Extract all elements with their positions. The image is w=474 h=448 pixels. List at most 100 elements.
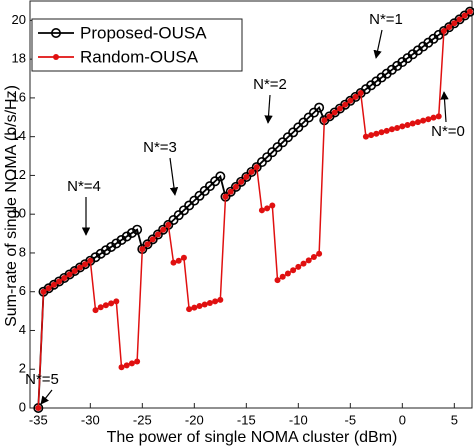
marker [100, 245, 111, 256]
marker [368, 132, 375, 139]
marker [212, 298, 219, 305]
marker [347, 97, 354, 104]
marker [118, 364, 125, 371]
annotation-arrow [169, 157, 179, 196]
marker [326, 113, 333, 120]
marker [288, 127, 299, 138]
marker [87, 257, 94, 264]
y-tick-label: 2 [19, 361, 26, 376]
marker [175, 257, 182, 264]
marker [126, 227, 137, 238]
marker [243, 173, 250, 180]
marker [331, 109, 338, 116]
marker [132, 224, 143, 235]
legend-box [31, 18, 243, 72]
marker [362, 133, 369, 140]
marker [230, 181, 241, 192]
marker [284, 270, 291, 277]
marker [466, 8, 473, 15]
marker [61, 274, 68, 281]
marker [113, 298, 120, 305]
y-axis-label: Sum-rate of single NOMA (b/s/Hz) [3, 85, 20, 327]
marker [144, 241, 151, 248]
marker [300, 260, 307, 267]
marker [258, 207, 265, 214]
marker [217, 296, 224, 303]
marker [227, 188, 234, 195]
marker [134, 358, 141, 365]
x-tick-label: -10 [289, 412, 308, 427]
y-tick-label: 16 [12, 89, 26, 104]
marker [50, 281, 57, 288]
marker [160, 226, 167, 233]
marker [92, 307, 99, 314]
x-axis-label: The power of single NOMA cluster (dBm) [107, 429, 398, 446]
marker [102, 302, 109, 309]
y-tick-label: 20 [12, 12, 26, 27]
marker [139, 246, 146, 253]
y-tick-label: 18 [12, 51, 26, 66]
marker [215, 171, 226, 182]
annotation-arrow [440, 91, 449, 123]
marker [253, 164, 260, 171]
marker [222, 193, 229, 200]
marker [232, 183, 239, 190]
x-tick-label: 5 [451, 412, 458, 427]
marker [378, 129, 385, 136]
y-tick-label: 0 [19, 399, 26, 414]
marker [269, 202, 276, 209]
marker [274, 277, 281, 284]
marker [186, 306, 193, 313]
marker [310, 254, 317, 261]
x-tick-label: -5 [345, 412, 357, 427]
legend-marker [50, 27, 61, 38]
marker [40, 288, 47, 295]
marker [298, 117, 309, 128]
marker [404, 122, 411, 129]
marker [277, 137, 288, 148]
marker [206, 299, 213, 306]
marker [76, 264, 83, 271]
marker [149, 236, 156, 243]
marker [342, 101, 349, 108]
marker [128, 360, 135, 367]
annotation: N*=0 [431, 123, 465, 140]
marker [48, 279, 59, 290]
annotation: N*=2 [253, 76, 287, 93]
marker [295, 263, 302, 270]
y-tick-label: 4 [19, 322, 26, 337]
marker [262, 152, 273, 163]
marker [383, 127, 390, 134]
marker [373, 130, 380, 137]
marker [425, 116, 432, 123]
marker [238, 178, 245, 185]
marker [71, 267, 78, 274]
marker [45, 285, 52, 292]
marker [35, 405, 42, 411]
legend-label: Proposed-OUSA [80, 23, 207, 42]
y-tick-label: 14 [12, 128, 26, 143]
marker [435, 113, 442, 120]
y-tick-label: 12 [12, 167, 26, 182]
marker [97, 304, 104, 311]
marker [248, 168, 255, 175]
marker [336, 105, 343, 112]
marker [314, 102, 325, 113]
marker [461, 12, 468, 19]
marker [316, 250, 323, 257]
marker [123, 362, 130, 369]
annotation-arrow [40, 389, 53, 405]
marker [456, 16, 463, 23]
marker [241, 171, 252, 182]
marker [305, 257, 312, 264]
x-tick-label: -35 [29, 412, 48, 427]
x-tick-label: -30 [81, 412, 100, 427]
marker [180, 254, 187, 261]
marker [201, 301, 208, 308]
annotation: N*=1 [369, 11, 403, 28]
marker [264, 205, 271, 212]
marker [399, 123, 406, 130]
marker [267, 147, 278, 158]
marker [446, 24, 453, 31]
